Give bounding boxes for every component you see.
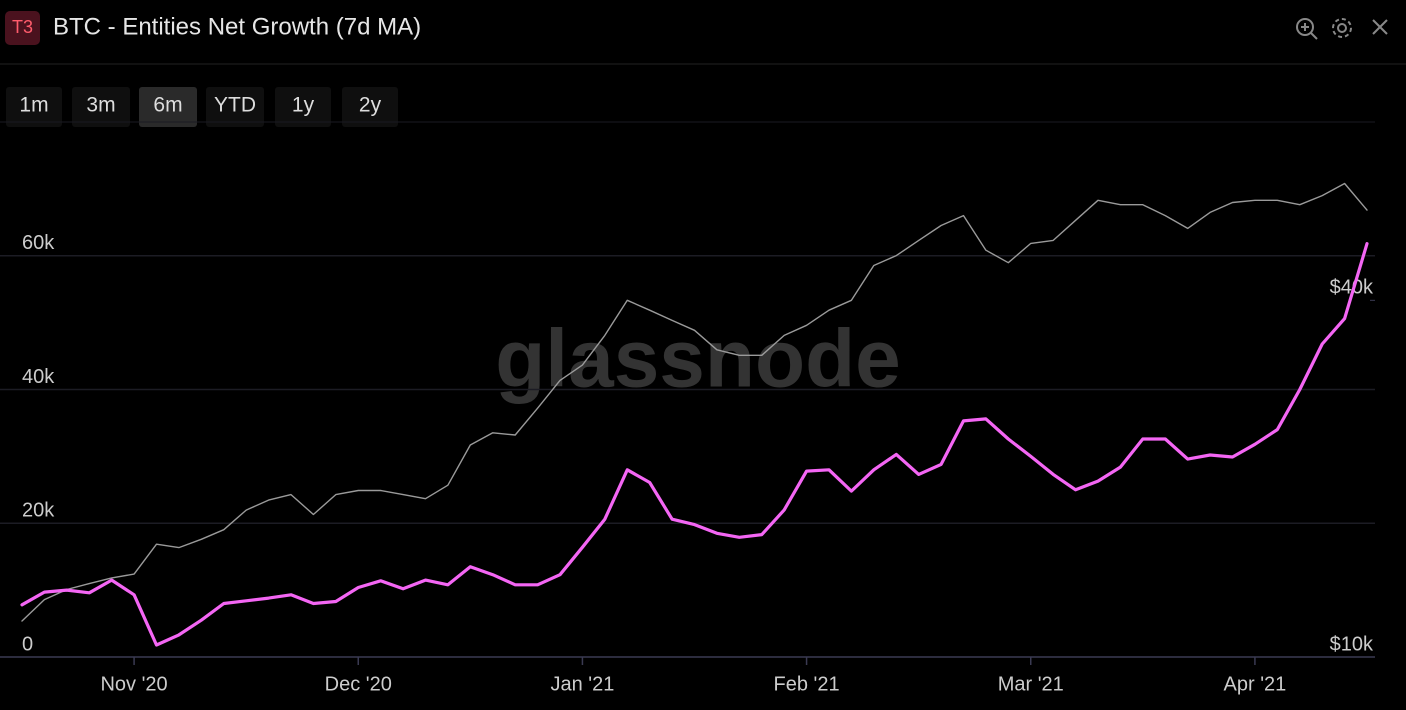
range-button-label[interactable]: 1y — [292, 94, 315, 117]
range-button-label[interactable]: 3m — [86, 94, 115, 117]
range-buttons: 1m 3m 6m YTD 1y 2y — [6, 87, 398, 127]
y-tick-label: 60k — [22, 232, 55, 254]
range-button-label[interactable]: 1m — [19, 94, 48, 117]
range-button[interactable] — [275, 87, 331, 127]
range-button-label[interactable]: 6m — [153, 94, 182, 117]
close-icon[interactable] — [1372, 19, 1388, 35]
range-button[interactable] — [72, 87, 130, 127]
y-tick-label: 40k — [22, 366, 55, 388]
series-line — [20, 242, 1369, 647]
range-button[interactable] — [342, 87, 398, 127]
x-tick-label: Mar '21 — [998, 673, 1064, 695]
x-tick-label: Apr '21 — [1224, 673, 1287, 695]
y2-tick-label: $40k — [1330, 277, 1374, 299]
range-button[interactable] — [139, 87, 197, 127]
x-tick-label: Feb '21 — [774, 673, 840, 695]
badge-bg — [5, 11, 40, 45]
x-tick-label: Nov '20 — [100, 673, 167, 695]
range-button-label[interactable]: 2y — [359, 94, 382, 117]
range-button[interactable] — [206, 87, 264, 127]
series-line — [21, 182, 1368, 622]
range-button-label[interactable]: YTD — [214, 94, 256, 117]
x-tick-label: Dec '20 — [325, 673, 392, 695]
zoom-icon[interactable] — [1296, 18, 1318, 40]
watermark: glassnode — [495, 314, 901, 405]
y2-tick-label: $10k — [1330, 633, 1374, 655]
x-tick-label: Jan '21 — [550, 673, 614, 695]
y-tick-label: 20k — [22, 500, 55, 522]
y-tick-label: 0 — [22, 633, 33, 655]
title: BTC - Entities Net Growth (7d MA) — [53, 13, 421, 40]
settings-icon[interactable] — [1332, 18, 1352, 38]
range-button[interactable] — [6, 87, 62, 127]
badge: T3 — [12, 17, 33, 37]
plot: 0 20k 40k 60k $10k $40k Nov '20 Dec '20 Jan '21 F… — [0, 182, 1375, 695]
